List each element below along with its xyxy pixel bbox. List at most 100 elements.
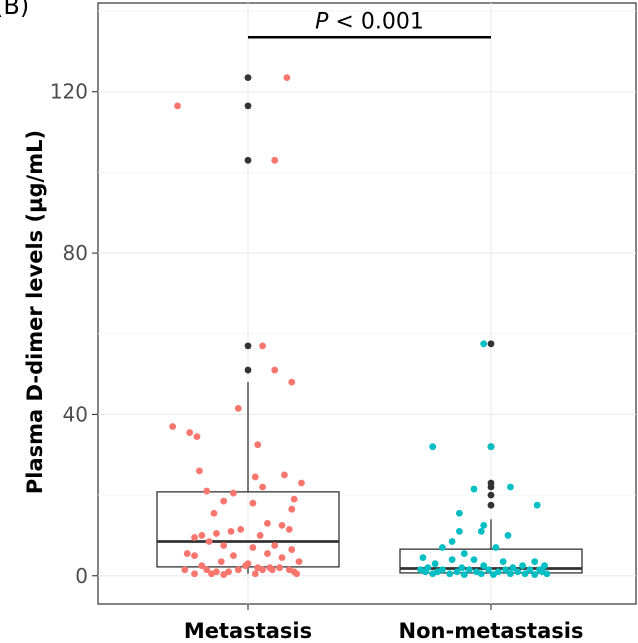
- data-point: [191, 552, 198, 559]
- data-point: [220, 542, 228, 549]
- data-point: [531, 571, 539, 578]
- data-point: [492, 544, 500, 551]
- data-point: [256, 532, 264, 539]
- data-point: [193, 433, 201, 441]
- data-point: [290, 495, 298, 503]
- data-point: [271, 156, 279, 164]
- data-point: [242, 562, 249, 570]
- data-point: [227, 527, 235, 535]
- outlier-point: [244, 342, 252, 350]
- data-point: [203, 487, 211, 495]
- data-point: [259, 566, 266, 574]
- data-point: [465, 566, 473, 574]
- data-point: [509, 564, 517, 572]
- data-point: [431, 560, 439, 568]
- data-point: [220, 571, 228, 578]
- data-point: [460, 571, 468, 578]
- data-point: [230, 552, 237, 559]
- data-point: [470, 485, 478, 493]
- data-point: [531, 558, 539, 566]
- data-point: [169, 423, 177, 430]
- significance-label: P < 0.001: [315, 9, 424, 34]
- data-point: [234, 404, 242, 412]
- data-point: [234, 566, 242, 574]
- outlier-point: [244, 74, 252, 82]
- data-point: [213, 530, 220, 537]
- data-point: [281, 471, 288, 479]
- data-point: [429, 443, 437, 451]
- outlier-point: [487, 479, 495, 487]
- data-point: [198, 562, 206, 570]
- y-tick-label: 120: [50, 80, 88, 104]
- data-point: [298, 479, 305, 487]
- data-point: [278, 554, 286, 562]
- data-point: [526, 566, 534, 574]
- data-point: [191, 534, 198, 541]
- data-point: [519, 562, 526, 570]
- data-point: [480, 562, 488, 570]
- y-axis-title: Plasma D-dimer levels (µg/mL): [23, 130, 47, 494]
- data-point: [208, 570, 215, 578]
- data-point: [230, 489, 237, 497]
- data-point: [499, 558, 507, 566]
- box-metastasis: [156, 74, 340, 574]
- data-point: [268, 566, 276, 574]
- data-point: [251, 473, 259, 481]
- data-point: [183, 550, 191, 557]
- data-point: [480, 521, 488, 529]
- data-point: [477, 570, 485, 578]
- data-point: [196, 467, 203, 475]
- data-point: [453, 568, 461, 576]
- data-point: [254, 441, 262, 449]
- data-point: [514, 568, 522, 576]
- y-tick-label: 0: [75, 564, 88, 588]
- y-tick-label: 40: [63, 402, 88, 426]
- data-point: [288, 546, 296, 553]
- outlier-point: [244, 102, 252, 110]
- data-point: [456, 527, 463, 535]
- data-point: [220, 497, 228, 505]
- outlier-point: [487, 501, 495, 509]
- data-point: [210, 509, 218, 517]
- data-point: [271, 366, 279, 374]
- data-point: [543, 570, 551, 578]
- data-point: [288, 505, 296, 513]
- data-point: [507, 570, 514, 578]
- data-point: [490, 571, 497, 578]
- data-point: [458, 564, 466, 572]
- data-point: [198, 532, 206, 539]
- data-point: [507, 483, 514, 491]
- y-axis: 0 40 80 120: [50, 80, 98, 588]
- data-point: [487, 443, 495, 451]
- plot-panel: [97, 2, 637, 605]
- data-point: [448, 538, 456, 545]
- outlier-point: [244, 366, 252, 374]
- data-point: [285, 525, 293, 533]
- data-point: [448, 556, 456, 564]
- data-point: [439, 544, 446, 551]
- significance-annotation: P < 0.001: [248, 9, 491, 39]
- data-point: [421, 568, 429, 576]
- data-point: [502, 566, 509, 574]
- data-point: [181, 566, 189, 574]
- data-point: [278, 521, 286, 529]
- data-point: [217, 558, 225, 566]
- data-point: [237, 525, 245, 533]
- panel-label: (B): [0, 0, 29, 20]
- data-point: [429, 570, 437, 578]
- data-point: [419, 554, 427, 562]
- data-point: [249, 499, 257, 507]
- data-point: [174, 102, 181, 110]
- data-point: [504, 532, 512, 539]
- data-point: [271, 542, 279, 549]
- data-point: [191, 570, 198, 578]
- data-point: [480, 340, 488, 348]
- data-point: [477, 527, 485, 535]
- x-tick-label: Non-metastasis: [399, 619, 584, 643]
- data-point: [293, 570, 300, 578]
- data-point: [446, 570, 454, 578]
- data-point: [485, 566, 492, 574]
- data-point: [521, 570, 529, 578]
- data-point: [203, 566, 211, 574]
